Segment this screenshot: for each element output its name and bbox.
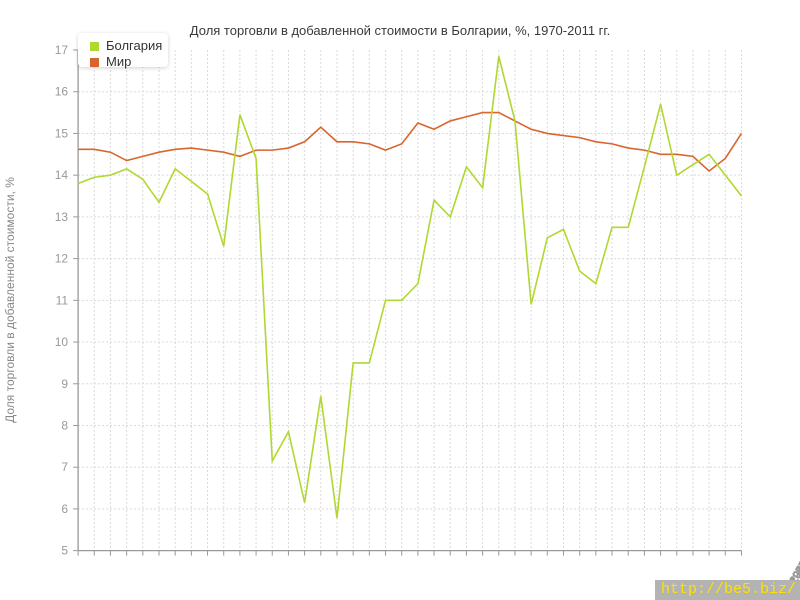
- svg-text:16: 16: [55, 85, 69, 99]
- svg-text:8: 8: [61, 418, 68, 432]
- svg-text:15: 15: [55, 126, 69, 140]
- svg-text:10: 10: [55, 335, 69, 349]
- svg-text:13: 13: [55, 210, 69, 224]
- svg-text:9: 9: [61, 377, 68, 391]
- svg-text:17: 17: [55, 43, 69, 57]
- svg-text:5: 5: [61, 544, 68, 558]
- svg-text:11: 11: [56, 293, 69, 307]
- svg-text:14: 14: [55, 168, 69, 182]
- svg-text:6: 6: [61, 502, 68, 516]
- svg-text:12: 12: [55, 252, 69, 266]
- svg-text:7: 7: [61, 460, 68, 474]
